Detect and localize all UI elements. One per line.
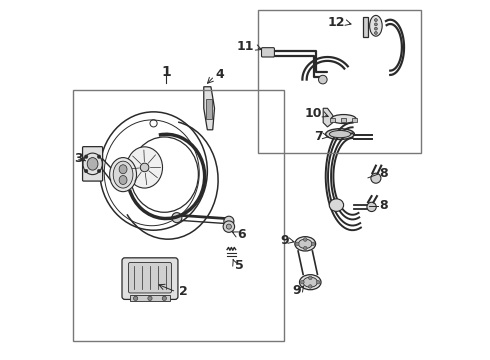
Circle shape [223,221,235,232]
Text: 7: 7 [315,130,323,143]
Text: 1: 1 [161,66,171,80]
Polygon shape [204,87,215,130]
FancyBboxPatch shape [128,262,171,293]
Ellipse shape [119,165,127,174]
Circle shape [303,246,307,250]
Ellipse shape [110,158,137,192]
Text: 8: 8 [379,167,388,180]
Circle shape [97,155,101,158]
Text: 2: 2 [179,285,187,298]
Text: 6: 6 [237,228,246,241]
FancyBboxPatch shape [82,147,102,181]
Bar [205,99,212,119]
FancyBboxPatch shape [262,48,274,57]
Circle shape [318,75,327,84]
Circle shape [300,280,304,284]
Ellipse shape [369,15,382,36]
Text: 9: 9 [280,234,289,247]
Ellipse shape [119,176,127,184]
Circle shape [295,242,299,246]
Bar [73,90,285,341]
Circle shape [140,163,149,172]
Circle shape [374,32,377,35]
Ellipse shape [113,161,133,188]
Circle shape [84,155,88,158]
Circle shape [309,285,312,288]
Circle shape [309,276,312,280]
Circle shape [374,19,377,22]
Ellipse shape [126,147,163,188]
Circle shape [371,173,381,183]
Text: 11: 11 [237,40,254,53]
Text: 4: 4 [216,68,224,81]
FancyBboxPatch shape [122,258,178,300]
Ellipse shape [303,277,318,287]
Circle shape [367,202,376,212]
Bar [330,118,335,122]
Circle shape [224,216,234,226]
Ellipse shape [331,114,356,123]
Ellipse shape [329,131,351,138]
Circle shape [97,169,101,173]
Bar [258,10,421,153]
Circle shape [374,23,377,26]
Circle shape [162,296,167,301]
Circle shape [226,224,231,229]
Circle shape [303,238,307,241]
Polygon shape [323,108,333,127]
Ellipse shape [298,239,312,248]
Text: 12: 12 [328,16,345,29]
Bar [130,295,170,301]
Circle shape [311,242,315,246]
Bar [341,118,346,122]
Text: 9: 9 [292,284,300,297]
Circle shape [148,296,152,301]
Ellipse shape [329,199,343,211]
Circle shape [172,213,182,223]
Circle shape [84,169,88,173]
Bar [352,118,357,122]
Text: 3: 3 [74,152,83,165]
Circle shape [317,280,320,284]
Bar [363,17,368,37]
Circle shape [374,27,377,30]
Ellipse shape [295,237,316,251]
Text: 8: 8 [379,199,388,212]
Ellipse shape [87,158,98,170]
Text: 10: 10 [305,107,322,120]
Ellipse shape [299,275,321,290]
Circle shape [133,296,138,301]
Ellipse shape [326,129,354,139]
Text: 5: 5 [235,259,244,272]
